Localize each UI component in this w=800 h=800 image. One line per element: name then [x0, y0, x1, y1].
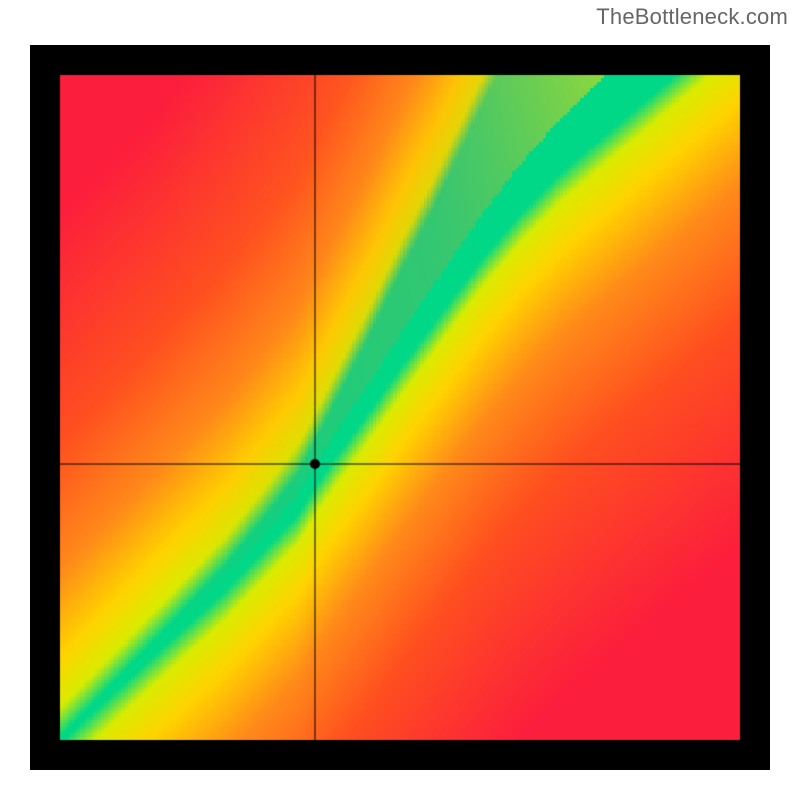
chart-container: TheBottleneck.com — [0, 0, 800, 800]
heatmap-canvas — [30, 45, 770, 770]
plot-frame — [30, 45, 770, 770]
watermark-text: TheBottleneck.com — [596, 4, 788, 30]
